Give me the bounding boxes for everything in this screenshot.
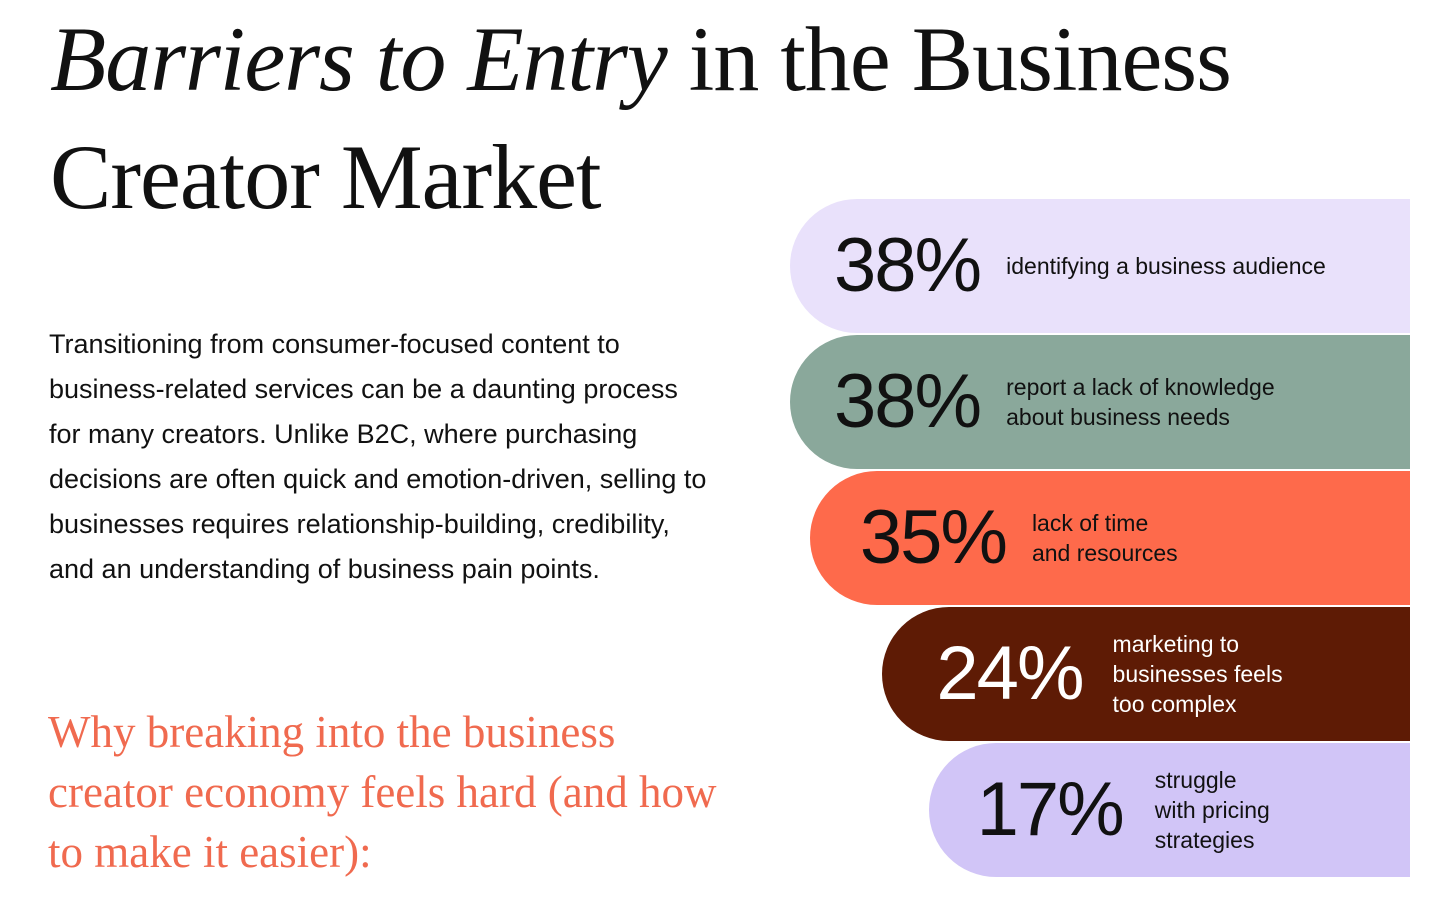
stat-pill: 24% marketing to businesses feels too com… xyxy=(882,607,1410,741)
stat-label: identifying a business audience xyxy=(1006,253,1326,279)
stat-pill: 35% lack of time and resources xyxy=(809,471,1410,605)
stat-value: 35% xyxy=(859,495,1008,580)
title-line-1: Barriers to Entry in the Business xyxy=(50,0,1350,118)
stat-label: marketing to businesses feels too comple… xyxy=(1112,631,1283,717)
intro-paragraph: Transitioning from consumer-focused cont… xyxy=(49,329,707,584)
stat-value: 17% xyxy=(976,767,1125,852)
section-subheading: Why breaking into the business creator e… xyxy=(48,707,717,877)
stat-label: report a lack of knowledge about busines… xyxy=(1006,374,1275,430)
stat-value: 38% xyxy=(834,223,982,308)
stat-value: 24% xyxy=(936,631,1084,716)
stat-label: struggle with pricing strategies xyxy=(1154,767,1270,853)
title-italic: Barriers to Entry xyxy=(50,8,668,110)
stat-pill: 17% struggle with pricing strategies xyxy=(928,743,1410,877)
title-line-2: Creator Market xyxy=(50,126,602,228)
page-title: Barriers to Entry in the Business Creato… xyxy=(50,0,1350,236)
stat-pill: 38% report a lack of knowledge about busi… xyxy=(790,335,1410,469)
stat-pill: 38% identifying a business audience xyxy=(790,199,1410,333)
stat-value: 38% xyxy=(834,359,982,444)
stat-label: lack of time and resources xyxy=(1031,510,1178,566)
title-line-1-rest: in the Business xyxy=(666,8,1232,110)
